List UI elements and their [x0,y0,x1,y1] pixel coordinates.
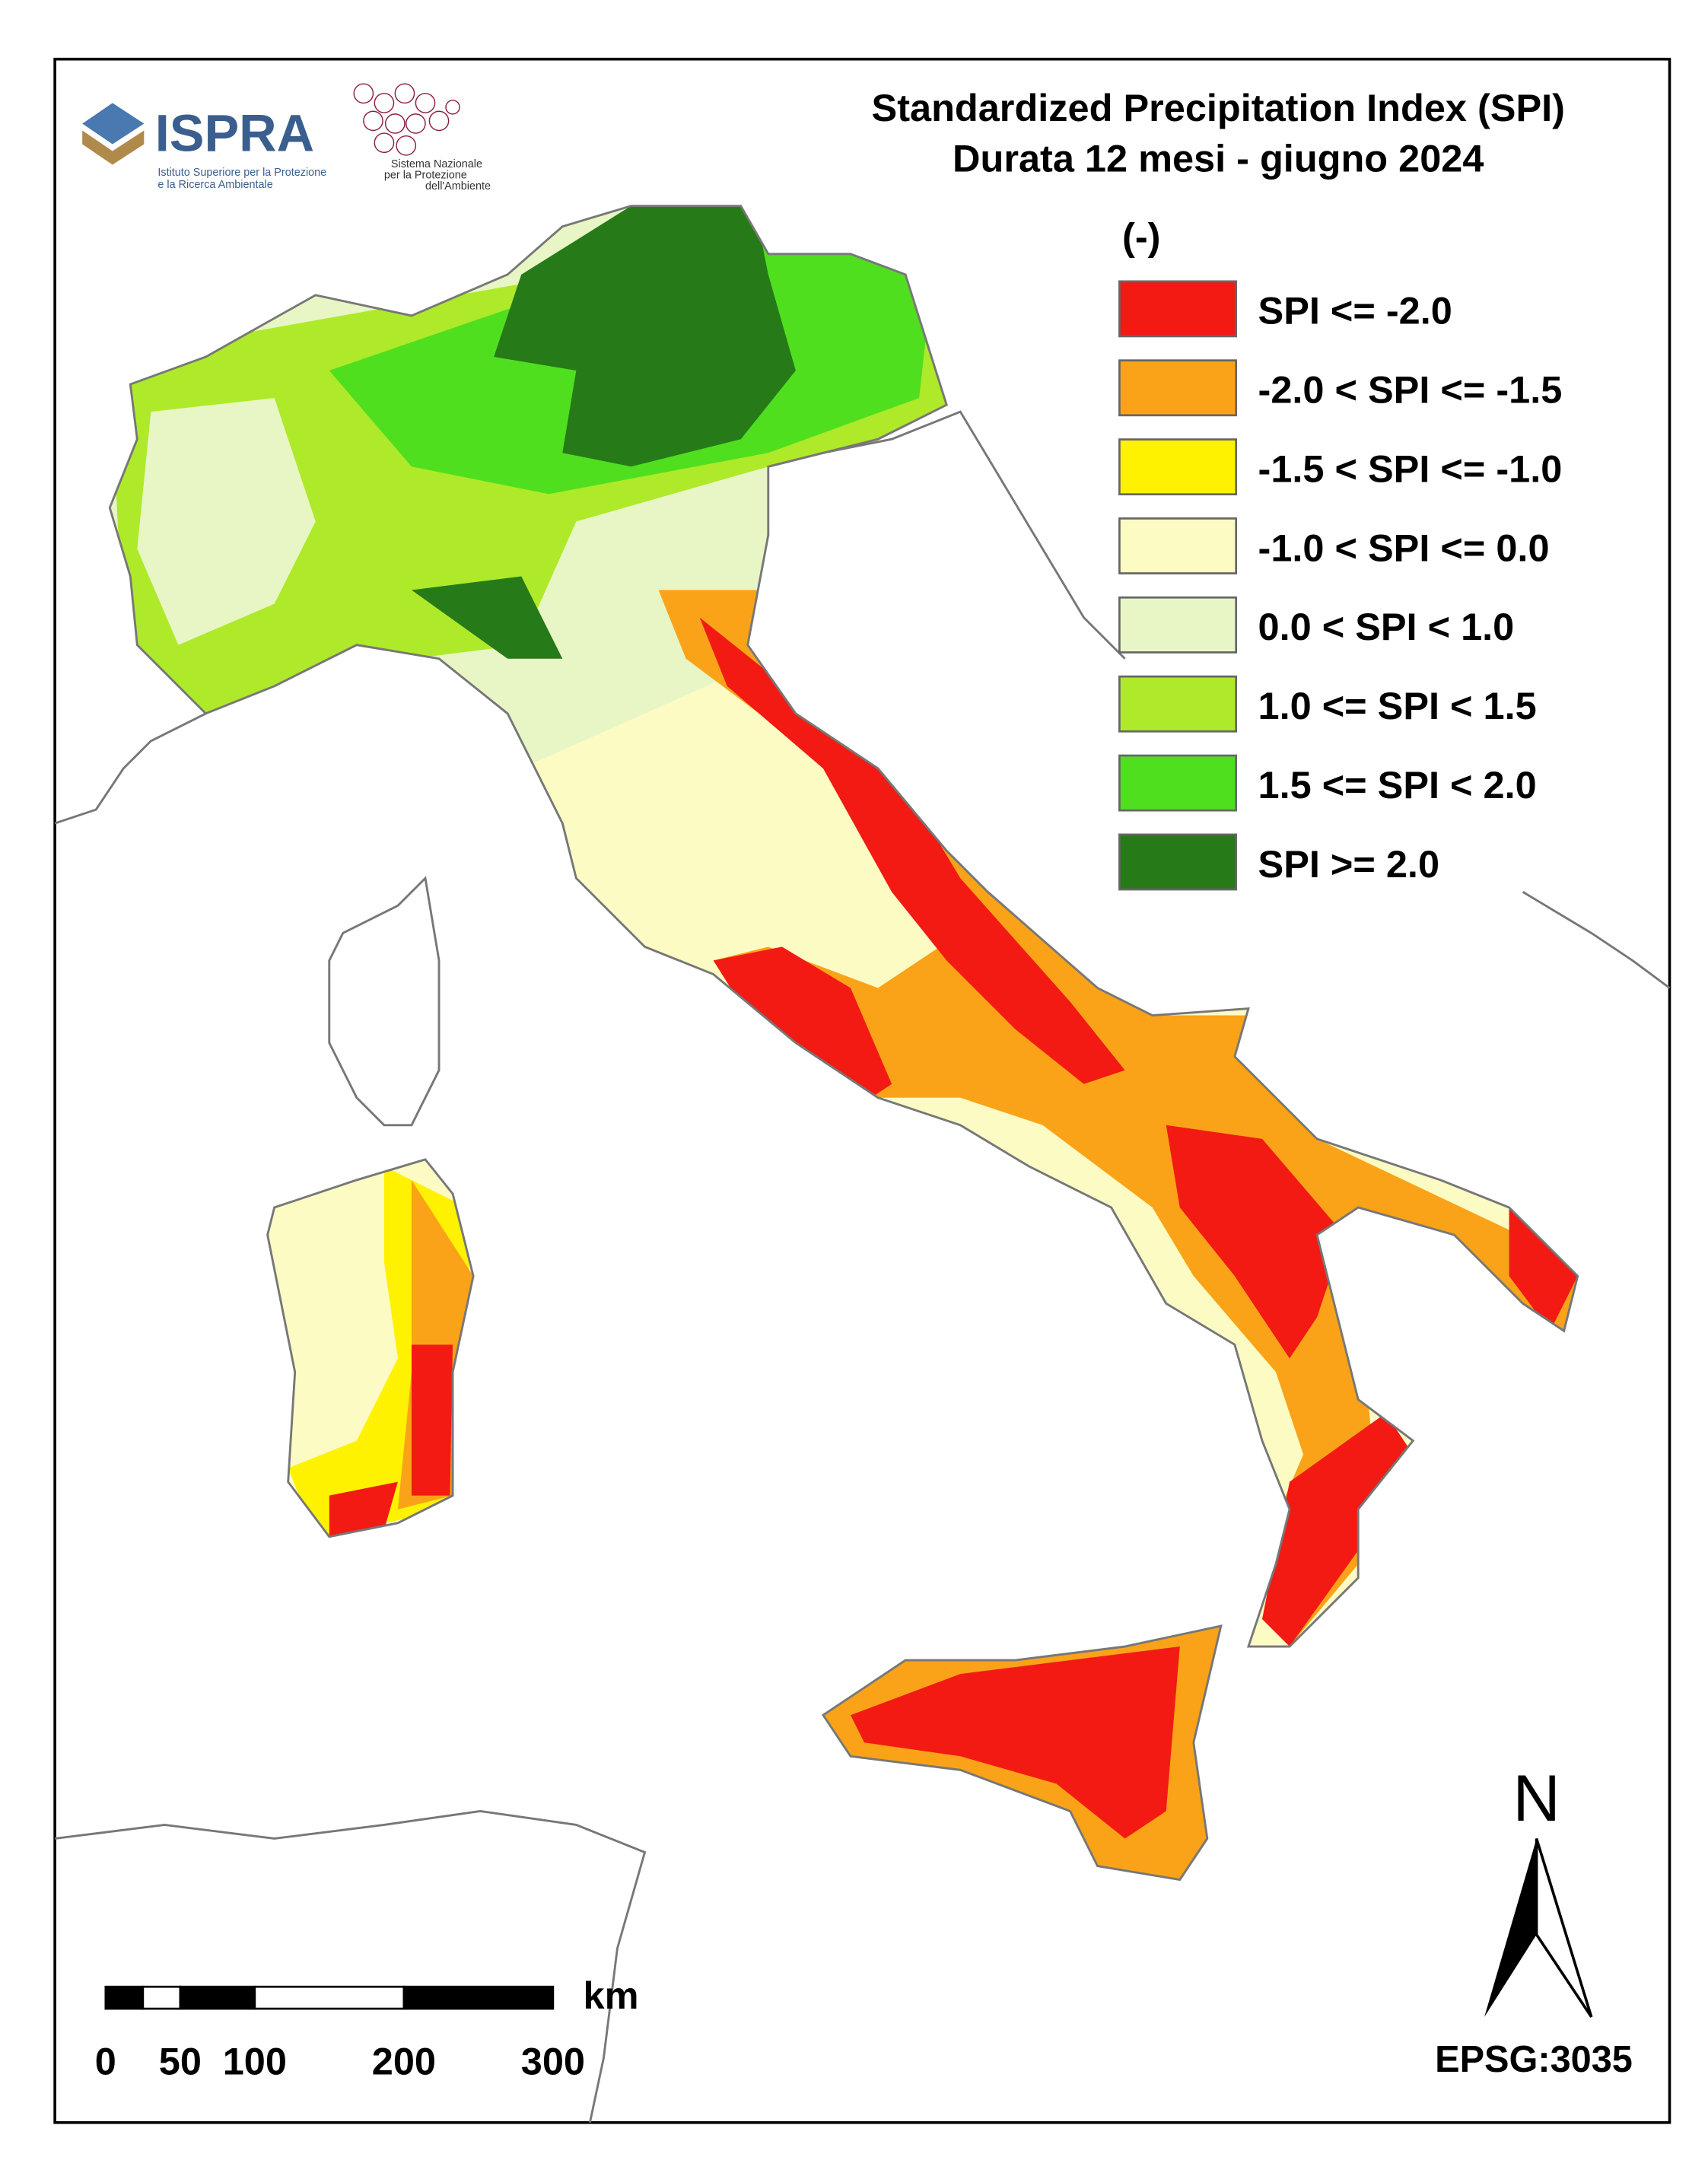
spi-zone [137,398,316,645]
legend-swatch [1118,754,1238,812]
spi-zone [411,1344,453,1496]
legend-label: -1.5 < SPI <= -1.0 [1258,447,1563,490]
legend: (-) SPI <= -2.0 -2.0 < SPI <= -1.5 -1.5 < … [1118,215,1563,891]
logo-text: per la Protezione [384,170,467,182]
north-arrow: N [1484,1762,1593,2018]
legend-label: SPI <= -2.0 [1258,289,1452,332]
scale-segment [179,1985,256,2010]
spi-zone [1261,1413,1414,1647]
ispra-logo: ISPRA Istituto Superiore per la Protezio… [82,103,326,191]
scale-segment [142,1985,182,2010]
logo-text: ISPRA [155,104,314,163]
scale-label: 200 [372,2040,436,2083]
logo-text: Sistema Nazionale [391,158,482,170]
legend-swatch [1118,833,1238,891]
legend-unit: (-) [1122,215,1160,258]
legend-label: 1.5 <= SPI < 2.0 [1258,763,1537,806]
spi-zone [713,946,892,1112]
legend-label: -2.0 < SPI <= -1.5 [1258,368,1563,412]
spi-zone [1166,1125,1345,1359]
spi-zone [699,617,1125,1084]
spi-zone [494,205,796,467]
legend-label: 1.0 <= SPI < 1.5 [1258,684,1537,727]
spi-zone [411,576,563,659]
logo-text: Istituto Superiore per la Protezione [157,167,326,179]
legend-swatch [1118,596,1238,654]
spi-zone [850,1646,1180,1839]
scale-bar: 0 50 100 200 300 km [95,1974,639,2083]
spi-zone [658,590,1578,1647]
crs-label: EPSG:3035 [1435,2039,1633,2080]
legend-swatch [1118,280,1238,338]
map-subtitle: Durata 12 mesi - giugno 2024 [953,137,1484,180]
map-title: Standardized Precipitation Index (SPI) [872,86,1565,129]
scale-segment [253,1985,406,2010]
spi-zone [1509,1207,1578,1331]
scale-label: 50 [159,2040,202,2083]
snpa-logo: Sistema Nazionale per la Protezione dell… [353,83,491,192]
legend-label: SPI >= 2.0 [1258,842,1440,886]
logo-text: e la Ricerca Ambientale [157,179,272,191]
legend-swatch [1118,675,1238,733]
legend-swatch [1118,359,1238,417]
legend-swatch [1118,517,1238,574]
legend-swatch [1118,438,1238,496]
legend-label: 0.0 < SPI < 1.0 [1258,605,1515,648]
scale-label: 100 [223,2040,287,2083]
north-label: N [1512,1762,1560,1835]
scale-segment [104,1985,145,2010]
logo-text: dell'Ambiente [425,180,491,192]
scale-label: 300 [521,2040,585,2083]
scale-label: 0 [95,2040,116,2083]
spi-zone [329,1481,398,1537]
scale-unit: km [584,1974,639,2017]
legend-label: -1.0 < SPI <= 0.0 [1258,526,1550,569]
scale-segment [402,1985,555,2010]
